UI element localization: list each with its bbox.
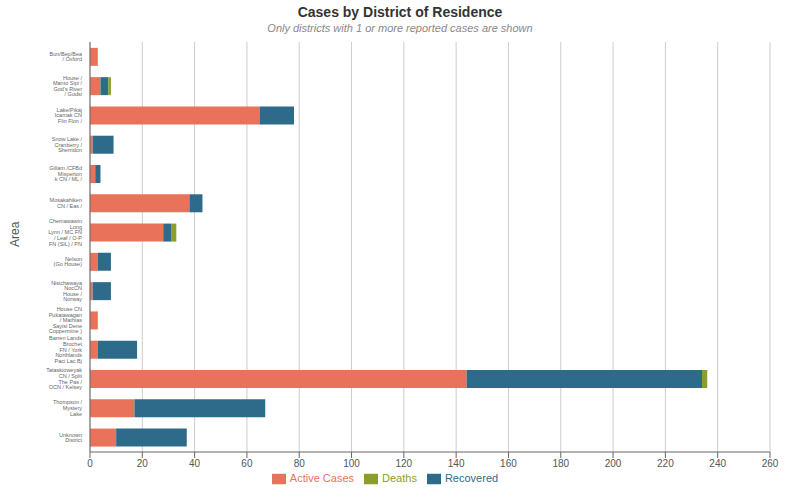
html-text:Cases by District of Residence: Cases by District of Residence [297,4,503,20]
svg-text:Lake/PikajIcamak CNFlin Flon /: Lake/PikajIcamak CNFlin Flon / [55,107,83,124]
svg-text:260: 260 [762,458,779,469]
html-text:Only districts with 1 or more: Only districts with 1 or more reported c… [267,22,533,34]
svg-text:140: 140 [448,458,465,469]
svg-text:20: 20 [137,458,149,469]
svg-text:House /Manto Sipi /God's River: House /Manto Sipi /God's River/ Godsi [53,75,83,98]
svg-text:120: 120 [396,458,413,469]
svg-text:220: 220 [657,458,674,469]
svg-text:Bun/Bep/Bea/ Oxford: Bun/Bep/Bea/ Oxford [50,51,83,63]
svg-text:ChemawawinLongLynn / MC FN/ Le: ChemawawinLongLynn / MC FN/ Leaf / O-PFN… [48,218,82,246]
svg-text:100: 100 [343,458,360,469]
svg-text:180: 180 [552,458,569,469]
svg-text:200: 200 [605,458,622,469]
svg-text:House CNPukatawagan/ MathiasSa: House CNPukatawagan/ MathiasSayisi DeneC… [49,306,83,334]
svg-text:Barren LandsBrochetFN / YorkNo: Barren LandsBrochetFN / YorkNorthlandsPa… [49,335,82,363]
svg-text:40: 40 [189,458,201,469]
svg-text:NisichawayaNocCNHouse /Norway: NisichawayaNocCNHouse /Norway [51,280,83,303]
svg-text:Thompson /MysteryLake: Thompson /MysteryLake [53,399,83,416]
html-text:Deaths: Deaths [382,472,417,484]
svg-text:Area: Area [8,221,22,247]
svg-text:0: 0 [87,458,93,469]
svg-text:240: 240 [709,458,726,469]
svg-text:60: 60 [241,458,253,469]
svg-text:UnknownDistrict: UnknownDistrict [59,432,82,444]
svg-text:Gillam /CFBdMispertonk CN / ML: Gillam /CFBdMispertonk CN / ML / [49,165,82,182]
svg-text:MosakahikenCN / Eas /: MosakahikenCN / Eas / [50,197,83,209]
svg-text:Snow Lake /Cranberry /Sherrido: Snow Lake /Cranberry /Sherridon [52,136,83,153]
svg-text:80: 80 [294,458,306,469]
svg-text:TataskioweyakCN / SplitThe Pas: TataskioweyakCN / SplitThe Pas /OCN / Ke… [46,367,82,390]
html-text:Active Cases: Active Cases [289,472,355,484]
svg-text:160: 160 [500,458,517,469]
svg-text:Nelson(Go House): Nelson(Go House) [54,256,83,268]
html-text:Recovered: Recovered [444,472,499,484]
